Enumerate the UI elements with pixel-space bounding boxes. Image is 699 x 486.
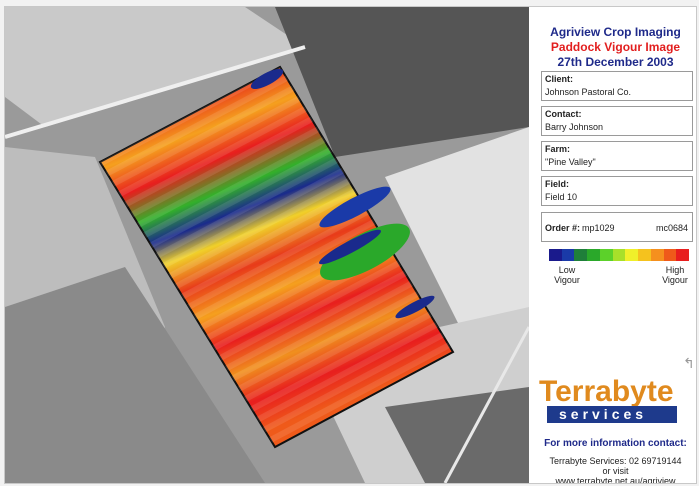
contact-website[interactable]: www.terrabyte.net.au/agriview	[555, 476, 676, 484]
legend-swatch	[625, 249, 639, 261]
contact-value: Barry Johnson	[545, 122, 604, 132]
order-label: Order #:	[545, 223, 581, 233]
order-value-secondary: mc0684	[655, 223, 688, 233]
terrabyte-logo: Terrabyte services	[537, 375, 696, 427]
legend-swatch	[574, 249, 588, 261]
logo-text-bottom: services	[559, 406, 648, 422]
road-line-2	[443, 326, 529, 483]
legend-low-label: Low Vigour	[547, 265, 587, 285]
legend-swatch	[561, 249, 575, 261]
legend-low-line1: Low	[558, 265, 576, 275]
aerial-image	[5, 7, 529, 483]
low-vigour-patch	[319, 186, 391, 228]
contact-label: Contact:	[545, 109, 582, 119]
logo-bar	[547, 406, 677, 423]
legend-swatch	[663, 249, 677, 261]
header-title: Agriview Crop Imaging	[550, 25, 681, 39]
legend-swatch	[612, 249, 626, 261]
paddock-texture	[100, 67, 453, 447]
panel-divider	[529, 7, 533, 483]
contact-or-visit: or visit	[602, 466, 629, 476]
legend-swatch	[638, 249, 651, 261]
field-box: Field: Field 10	[541, 176, 693, 206]
aerial-svg	[5, 7, 529, 483]
client-value: Johnson Pastoral Co.	[545, 87, 632, 97]
road-line	[5, 45, 306, 139]
farm-label: Farm:	[545, 144, 571, 154]
field-top-right	[275, 7, 529, 157]
low-vigour-patch	[250, 69, 284, 89]
legend-swatch	[676, 249, 690, 261]
legend-low-line2: Vigour	[554, 275, 580, 285]
map-frame: Agriview Crop Imaging Paddock Vigour Ima…	[4, 6, 697, 484]
logo-text-top: Terrabyte	[539, 375, 674, 408]
legend-high-line1: High	[665, 265, 685, 275]
farm-value: "Pine Valley"	[545, 157, 596, 167]
contact-phone: Terrabyte Services: 02 69719144	[549, 456, 682, 466]
low-vigour-patch	[318, 229, 382, 265]
low-vigour-patch	[395, 295, 435, 319]
legend-high-line2: Vigour	[662, 275, 688, 285]
mid-vigour-patch	[320, 223, 410, 281]
field-bottom-right-dark	[385, 387, 529, 483]
legend-swatch	[549, 249, 562, 261]
legend-swatch	[587, 249, 600, 261]
field-label: Field:	[545, 179, 569, 189]
north-arrow-icon: ↰	[683, 355, 695, 371]
legend-swatch	[599, 249, 613, 261]
contact-box: Contact: Barry Johnson	[541, 106, 693, 136]
order-box: Order #: mp1029 mc0684	[541, 212, 693, 242]
client-label: Client:	[545, 74, 573, 84]
field-right	[385, 127, 529, 337]
field-value: Field 10	[545, 192, 578, 202]
farm-box: Farm: "Pine Valley"	[541, 141, 693, 171]
order-value: mp1029	[582, 223, 615, 233]
contact-heading: For more information contact:	[544, 438, 687, 449]
legend-swatch	[650, 249, 664, 261]
vigour-legend-bar	[549, 249, 690, 261]
info-panel: Agriview Crop Imaging Paddock Vigour Ima…	[533, 7, 696, 484]
client-box: Client: Johnson Pastoral Co.	[541, 71, 693, 101]
field-bottom-left	[5, 267, 265, 483]
legend-high-label: High Vigour	[653, 265, 696, 285]
field-top-left	[5, 7, 305, 127]
header-date: 27th December 2003	[557, 55, 674, 69]
header-subtitle: Paddock Vigour Image	[550, 40, 681, 54]
